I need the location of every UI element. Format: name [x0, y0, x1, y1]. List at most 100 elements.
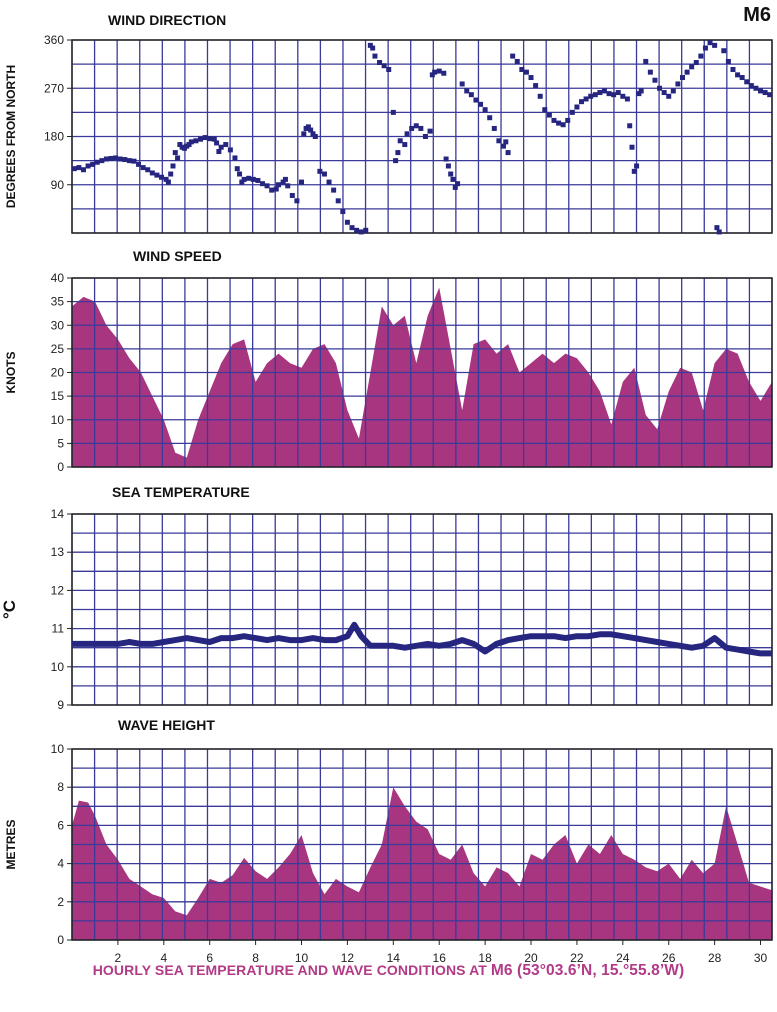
- data-point: [259, 181, 265, 187]
- data-point: [232, 155, 238, 161]
- data-point: [250, 176, 256, 182]
- panel-title: WAVE HEIGHT: [118, 717, 215, 733]
- data-point: [149, 170, 155, 176]
- data-point: [193, 138, 199, 144]
- data-point: [234, 166, 240, 172]
- y-tick-label: 8: [57, 780, 64, 794]
- data-point: [264, 183, 270, 189]
- data-point: [301, 131, 307, 137]
- data-point: [326, 179, 332, 185]
- data-point: [473, 97, 479, 103]
- data-point: [615, 90, 621, 96]
- data-point: [131, 158, 137, 164]
- data-point: [482, 107, 488, 113]
- data-point: [468, 92, 474, 98]
- data-point: [358, 229, 364, 235]
- panel-title: WIND SPEED: [133, 248, 222, 264]
- data-point: [370, 45, 376, 51]
- data-point: [241, 176, 247, 182]
- y-tick-label: 10: [51, 742, 65, 756]
- data-point: [223, 142, 229, 148]
- data-point: [432, 69, 438, 75]
- data-point: [601, 88, 607, 94]
- data-point: [652, 77, 658, 83]
- data-point: [317, 168, 323, 174]
- data-point: [237, 171, 243, 177]
- data-point: [661, 90, 667, 96]
- data-point: [503, 139, 509, 145]
- data-point: [657, 85, 663, 91]
- y-tick-label: 35: [51, 295, 65, 309]
- data-point: [188, 139, 194, 145]
- data-point: [716, 229, 722, 235]
- y-tick-label: 180: [44, 130, 64, 144]
- data-point: [269, 187, 275, 193]
- data-point: [712, 42, 718, 48]
- x-tick-label: 26: [662, 951, 676, 965]
- data-point: [491, 125, 497, 131]
- data-point: [393, 158, 399, 164]
- data-point: [510, 53, 516, 59]
- data-point: [528, 75, 534, 81]
- data-point: [455, 181, 461, 187]
- panel-title: SEA TEMPERATURE: [112, 484, 250, 500]
- data-point: [273, 186, 279, 192]
- y-tick-label: 270: [44, 81, 64, 95]
- data-point: [429, 72, 435, 78]
- data-point: [177, 142, 183, 148]
- data-point: [165, 179, 171, 185]
- sea-temperature-line: [72, 621, 772, 657]
- data-point: [767, 92, 773, 98]
- data-point: [331, 187, 337, 193]
- data-point: [739, 75, 745, 81]
- data-point: [308, 127, 314, 133]
- data-point: [634, 163, 640, 169]
- y-axis-label: DEGREES FROM NORTH: [4, 65, 18, 208]
- plot-frame: [71, 748, 773, 941]
- data-point: [90, 161, 96, 167]
- data-point: [418, 125, 424, 131]
- data-point: [551, 117, 557, 123]
- data-point: [76, 165, 82, 171]
- data-point: [280, 179, 286, 185]
- x-tick-label: 4: [160, 951, 167, 965]
- data-point: [340, 209, 346, 215]
- x-tick-label: 18: [478, 951, 492, 965]
- data-point: [583, 96, 589, 102]
- y-tick-label: 6: [57, 818, 64, 832]
- data-point: [574, 104, 580, 110]
- x-tick-label: 30: [754, 951, 768, 965]
- panel-title: WIND DIRECTION: [108, 12, 226, 28]
- data-point: [702, 45, 708, 51]
- data-point: [441, 70, 447, 76]
- data-point: [478, 101, 484, 107]
- data-point: [312, 134, 318, 139]
- x-tick-label: 8: [252, 951, 259, 965]
- x-tick-label: 6: [206, 951, 213, 965]
- data-point: [126, 158, 132, 164]
- data-point: [386, 66, 392, 72]
- data-point: [354, 227, 360, 233]
- y-tick-label: 360: [44, 33, 64, 47]
- data-point: [620, 93, 626, 99]
- data-point: [227, 147, 233, 153]
- y-tick-label: 2: [57, 895, 64, 909]
- data-point: [427, 128, 433, 134]
- data-point: [666, 93, 672, 99]
- data-point: [145, 167, 151, 173]
- data-point: [372, 53, 378, 59]
- data-point: [113, 155, 119, 161]
- data-point: [159, 174, 165, 180]
- data-point: [108, 155, 114, 161]
- data-point: [670, 88, 676, 94]
- data-point: [597, 90, 603, 96]
- data-point: [519, 66, 525, 72]
- data-point: [163, 176, 169, 182]
- data-point: [85, 163, 91, 169]
- data-point: [216, 149, 222, 155]
- data-point: [514, 58, 520, 64]
- data-point: [80, 167, 86, 173]
- y-tick-label: 10: [51, 660, 65, 674]
- y-tick-label: 0: [57, 460, 64, 474]
- data-point: [207, 136, 213, 142]
